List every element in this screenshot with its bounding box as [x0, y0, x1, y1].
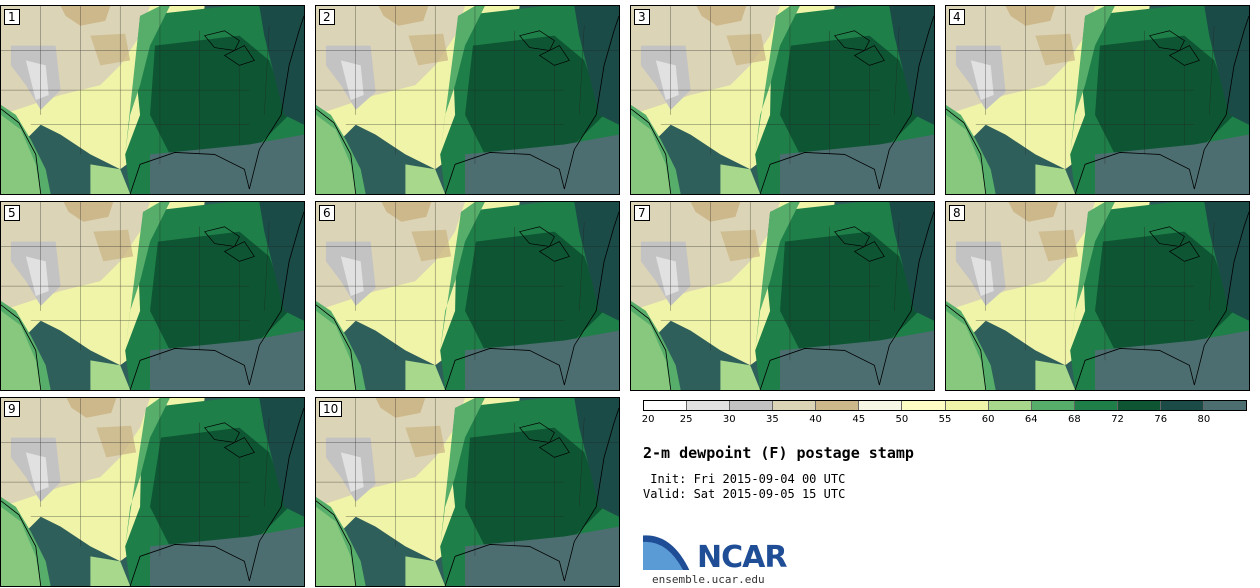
member-number-label: 7	[634, 205, 650, 221]
colorbar-tick-label: 35	[766, 414, 779, 425]
colorbar-segment	[1031, 401, 1075, 410]
ensemble-member-map: 10	[315, 397, 620, 587]
ensemble-member-map: 4	[945, 5, 1250, 195]
colorbar-segment	[1204, 401, 1247, 410]
valid-time: Valid: Sat 2015-09-05 15 UTC	[643, 487, 846, 501]
site-url: ensemble.ucar.edu	[652, 573, 765, 586]
member-number-label: 9	[4, 401, 20, 417]
member-number-label: 2	[319, 9, 335, 25]
colorbar-segment	[816, 401, 860, 410]
member-number-label: 1	[4, 9, 20, 25]
ensemble-member-map: 3	[630, 5, 935, 195]
colorbar-segment	[1117, 401, 1161, 410]
member-number-label: 3	[634, 9, 650, 25]
colorbar-tick-label: 30	[722, 414, 736, 425]
colorbar-tick-label: 72	[1111, 414, 1124, 425]
init-time: Init: Fri 2015-09-04 00 UTC	[643, 472, 846, 486]
colorbar-segment	[945, 401, 989, 410]
ensemble-member-map: 6	[315, 201, 620, 391]
colorbar-segment	[988, 401, 1032, 410]
ensemble-member-map: 5	[0, 201, 305, 391]
member-number-label: 8	[949, 205, 965, 221]
ensemble-member-map: 7	[630, 201, 935, 391]
ensemble-member-map: 1	[0, 5, 305, 195]
colorbar-tick-label: 25	[679, 414, 693, 425]
colorbar-tick-label: 76	[1154, 414, 1168, 425]
ensemble-member-map: 8	[945, 201, 1250, 391]
colorbar-tick-label: 50	[895, 414, 909, 425]
member-number-label: 5	[4, 205, 20, 221]
colorbar-tick-label: 60	[981, 414, 995, 425]
colorbar-tick-label: 45	[852, 414, 866, 425]
member-number-label: 6	[319, 205, 335, 221]
colorbar-ticks: 20 25 30 35 40 45 50 55 60 64 68 72 76 80	[641, 414, 1247, 428]
colorbar-segment	[773, 401, 817, 410]
colorbar-segment	[859, 401, 903, 410]
member-number-label: 4	[949, 9, 965, 25]
ensemble-member-map: 9	[0, 397, 305, 587]
plot-title: 2-m dewpoint (F) postage stamp	[643, 444, 914, 462]
logo-text: NCAR	[697, 540, 787, 575]
colorbar-tick-label: 40	[809, 414, 822, 425]
colorbar-segment	[644, 401, 688, 410]
colorbar-segment	[687, 401, 731, 410]
member-number-label: 10	[319, 401, 343, 417]
colorbar-segment	[902, 401, 946, 410]
colorbar-tick-label: 80	[1197, 414, 1211, 425]
colorbar-segment	[1074, 401, 1118, 410]
ncar-logo-icon	[643, 532, 693, 571]
colorbar-segment	[730, 401, 774, 410]
dewpoint-colorbar	[643, 400, 1247, 411]
colorbar-tick-label: 55	[938, 414, 952, 425]
colorbar-tick-label: 64	[1024, 414, 1038, 425]
colorbar-tick-label: 20	[641, 414, 655, 425]
colorbar-tick-label: 68	[1068, 414, 1081, 425]
ensemble-member-map: 2	[315, 5, 620, 195]
colorbar-segment	[1160, 401, 1205, 410]
